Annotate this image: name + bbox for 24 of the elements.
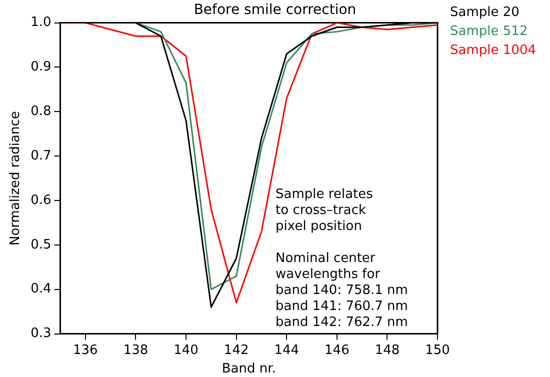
annotation: Nominal center wavelengths for band 140: 758.1 nm band 141: 760.7 nm band 142: 762.7 nm xyxy=(276,250,408,330)
series-label: Sample 20 xyxy=(450,4,520,20)
y-tick-label: 0.4 xyxy=(30,282,52,297)
x-tick-label: 146 xyxy=(324,342,350,358)
y-tick-label: 0.7 xyxy=(30,148,52,164)
y-tick-label: 0.9 xyxy=(30,60,52,75)
y-tick-label: 0.6 xyxy=(30,192,52,208)
x-tick-label: 136 xyxy=(73,342,98,358)
x-tick-label: 138 xyxy=(123,342,148,358)
x-tick-label: 140 xyxy=(174,342,198,358)
y-tick-label: 1.0 xyxy=(30,15,52,30)
x-tick-label: 150 xyxy=(425,342,450,358)
series-label: Sample 512 xyxy=(450,24,528,39)
y-tick-label: 0.8 xyxy=(30,104,52,120)
annotation: Sample relates to cross–track pixel position xyxy=(276,186,374,234)
y-tick-label: 0.5 xyxy=(30,237,52,252)
y-axis-title: Normalized radiance xyxy=(8,111,24,246)
x-axis-title: Band nr. xyxy=(222,362,276,377)
x-tick-label: 148 xyxy=(374,342,400,358)
series-label: Sample 1004 xyxy=(450,42,536,58)
x-tick-label: 142 xyxy=(224,342,249,358)
chart-title: Before smile correction xyxy=(194,2,356,18)
y-tick-label: 0.3 xyxy=(30,326,52,342)
x-tick-label: 144 xyxy=(274,342,300,358)
